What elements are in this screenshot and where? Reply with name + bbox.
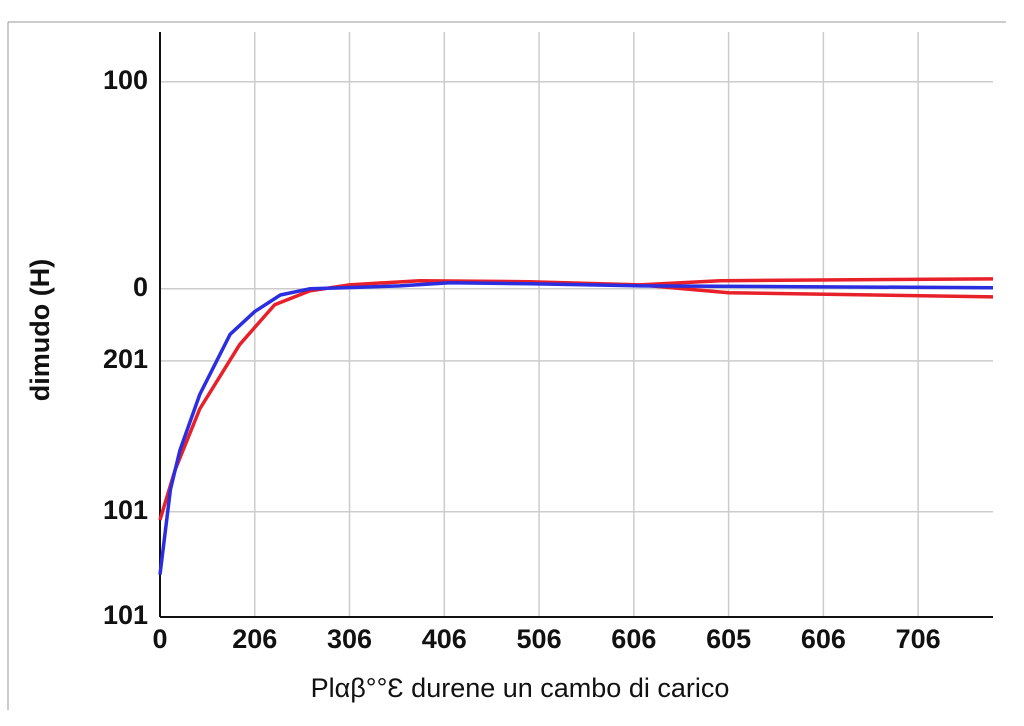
y-tick-label: 100: [103, 65, 148, 95]
y-tick-label: 0: [133, 272, 148, 302]
x-tick-label: 406: [422, 624, 467, 654]
x-tick-label: 306: [327, 624, 372, 654]
x-tick-label: 706: [896, 624, 941, 654]
data-line: [158, 281, 994, 575]
data-line: [158, 277, 994, 521]
x-axis-label: Plαβ°°Ɛ durene un cambo di carico: [311, 673, 730, 703]
y-tick-label: 201: [103, 344, 148, 374]
x-tick-label: 606: [801, 624, 846, 654]
x-tick-label: 605: [706, 624, 751, 654]
y-axis-label: dimudo (H): [25, 259, 55, 401]
x-tick-label: 606: [611, 624, 656, 654]
x-tick-label: 506: [517, 624, 562, 654]
y-tick-label: 101: [103, 495, 148, 525]
x-tick-label: 206: [232, 624, 277, 654]
x-tick-label: 0: [152, 624, 167, 654]
y-tick-label: 101: [103, 600, 148, 630]
